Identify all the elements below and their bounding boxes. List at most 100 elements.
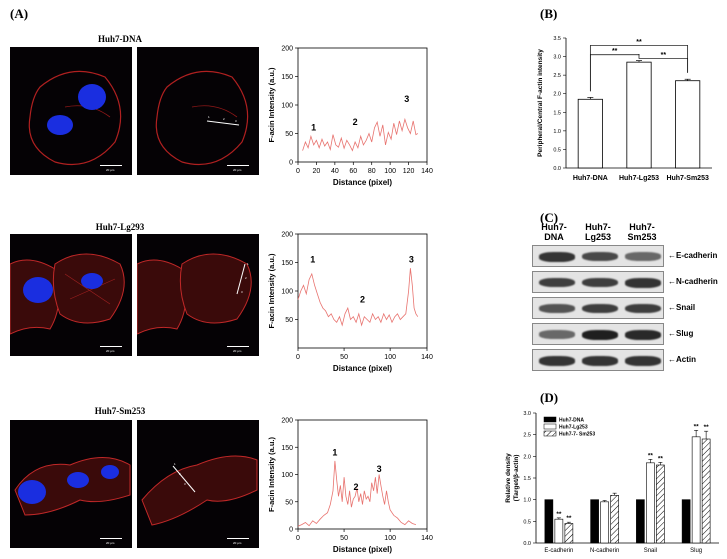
blot-strip xyxy=(532,349,664,371)
scale-bar xyxy=(227,346,249,347)
wb-header-line: Huh7- xyxy=(629,222,655,232)
y-tick-label: 0.5 xyxy=(523,519,531,525)
x-tick-label: 50 xyxy=(340,354,348,361)
peak-annotation: 1 xyxy=(332,447,337,457)
panel-label-c: (C) xyxy=(540,210,559,225)
western-blot xyxy=(532,245,664,375)
x-tick-label: 120 xyxy=(403,168,415,175)
x-axis-label: Distance (pixel) xyxy=(333,178,392,187)
peak-annotation: 1 xyxy=(311,123,316,133)
bar xyxy=(600,501,609,544)
row3-title: Huh7-Sm253 xyxy=(94,406,146,416)
wb-header-sm: Huh7- Sm253 xyxy=(620,222,664,242)
category-label: Huh7-Sm253 xyxy=(666,175,709,182)
panel-label-a: (A) xyxy=(10,6,29,21)
y-tick-label: 2.0 xyxy=(523,454,531,460)
intensity-profile-chart-sm: 0 50 100 150 200 0 50 100 140 Distance (pixel) F-a… xyxy=(267,418,433,555)
bar xyxy=(626,61,652,169)
blot-band xyxy=(582,252,618,262)
blot-band xyxy=(539,356,575,366)
row1-title: Huh7-DNA xyxy=(97,34,142,44)
bar xyxy=(656,464,665,544)
y-tick-label: 3.5 xyxy=(553,36,561,42)
wb-header-line: Huh7- xyxy=(585,222,611,232)
plot-frame xyxy=(297,47,428,163)
relative-density-bar-chart: 0.0 0.5 1.0 1.5 2.0 2.5 3.0 Relative density (Ta… xyxy=(505,411,719,554)
y-tick-label: 50 xyxy=(285,131,293,138)
y-tick-label: 1.0 xyxy=(523,498,531,504)
y-tick-label: 150 xyxy=(281,74,293,81)
y-tick-label: 2.0 xyxy=(553,92,561,98)
line-number-2: 2 xyxy=(245,276,247,280)
significance-stars: ** xyxy=(612,48,618,55)
y-tick-label: 2.5 xyxy=(523,433,531,439)
category-label: Huh7-DNA xyxy=(573,175,608,182)
x-tick-label: 140 xyxy=(421,168,433,175)
category-label: Huh7-Lg253 xyxy=(619,175,659,182)
row2-title: Huh7-Lg293 xyxy=(95,222,145,232)
y-tick-label: 0.0 xyxy=(553,166,561,172)
blot-label: ←Actin xyxy=(668,355,696,364)
significance-stars: ** xyxy=(566,515,572,522)
category-label: Slug xyxy=(690,548,702,554)
intensity-profile-chart-dna: 0 50 100 150 200 0 20 40 60 80 100 120 140 Distance (… xyxy=(267,46,433,188)
scale-bar xyxy=(100,346,122,347)
legend-label: Huh7-Lg253 xyxy=(559,425,588,431)
line-number-2: 2 xyxy=(223,117,225,121)
micrograph-huh7-dna-2: 1 2 3 20 µm xyxy=(137,47,259,175)
peak-annotation: 2 xyxy=(353,117,358,127)
blot-label: ←N-cadherin xyxy=(668,277,718,286)
bar xyxy=(701,438,711,544)
legend-label: Huh7-DNA xyxy=(559,418,584,424)
y-tick-label: 0 xyxy=(289,527,293,534)
y-tick-label: 100 xyxy=(281,472,293,479)
y-axis-label: F-acin Intensity (a.u.) xyxy=(267,253,276,329)
legend-swatch xyxy=(543,416,557,423)
y-tick-label: 1.5 xyxy=(523,476,531,482)
scale-bar xyxy=(227,165,249,166)
plot-frame xyxy=(297,419,428,530)
category-label: N-cadherin xyxy=(590,548,619,554)
micrograph-huh7-sm-2: 1 2 3 20 µm xyxy=(137,420,259,548)
y-tick-label: 100 xyxy=(281,289,293,296)
blot-band xyxy=(625,252,661,261)
line-number-2: 2 xyxy=(179,472,181,476)
peak-annotation: 1 xyxy=(310,255,315,265)
bar xyxy=(554,518,564,544)
significance-stars: ** xyxy=(704,424,710,431)
peak-annotation: 3 xyxy=(409,255,414,265)
x-tick-label: 50 xyxy=(340,535,348,542)
blot-band xyxy=(582,278,618,288)
blot-strip xyxy=(532,245,664,267)
y-axis-label: F-acin Intensity (a.u.) xyxy=(267,436,276,512)
y-tick-label: 1.5 xyxy=(553,110,561,116)
wb-header-line: Huh7- xyxy=(541,222,567,232)
blot-label: ←Snail xyxy=(668,303,696,312)
peak-annotation: 3 xyxy=(404,94,409,104)
panel-label-d: (D) xyxy=(540,390,559,405)
intensity-profile-chart-lg: 50 100 150 200 0 50 100 140 Distance (pixel) F-ac… xyxy=(267,232,433,374)
x-axis-label: Distance (pixel) xyxy=(333,545,392,554)
bar xyxy=(691,436,701,544)
wb-header-lg: Huh7- Lg253 xyxy=(576,222,620,242)
x-tick-label: 60 xyxy=(349,168,357,175)
significance-stars: ** xyxy=(658,455,664,462)
blot-strip xyxy=(532,271,664,293)
legend-swatch xyxy=(543,423,557,430)
wb-header-dna: Huh7- DNA xyxy=(532,222,576,242)
blot-label: ←Slug xyxy=(668,329,694,338)
blot-band xyxy=(539,252,575,262)
y-tick-label: 3.0 xyxy=(553,55,561,61)
blot-band xyxy=(625,330,661,340)
bar xyxy=(681,499,691,544)
line-number-1: 1 xyxy=(208,115,210,119)
significance-stars: ** xyxy=(636,39,642,46)
wb-header-line: Sm253 xyxy=(627,232,657,242)
bar xyxy=(590,499,599,544)
blot-band xyxy=(625,304,661,314)
y-tick-label: 0 xyxy=(289,160,293,167)
scale-text: 20 µm xyxy=(233,541,242,545)
x-tick-label: 0 xyxy=(296,535,300,542)
blot-strip xyxy=(532,323,664,345)
micrograph-huh7-lg-1: 20 µm xyxy=(10,234,132,356)
